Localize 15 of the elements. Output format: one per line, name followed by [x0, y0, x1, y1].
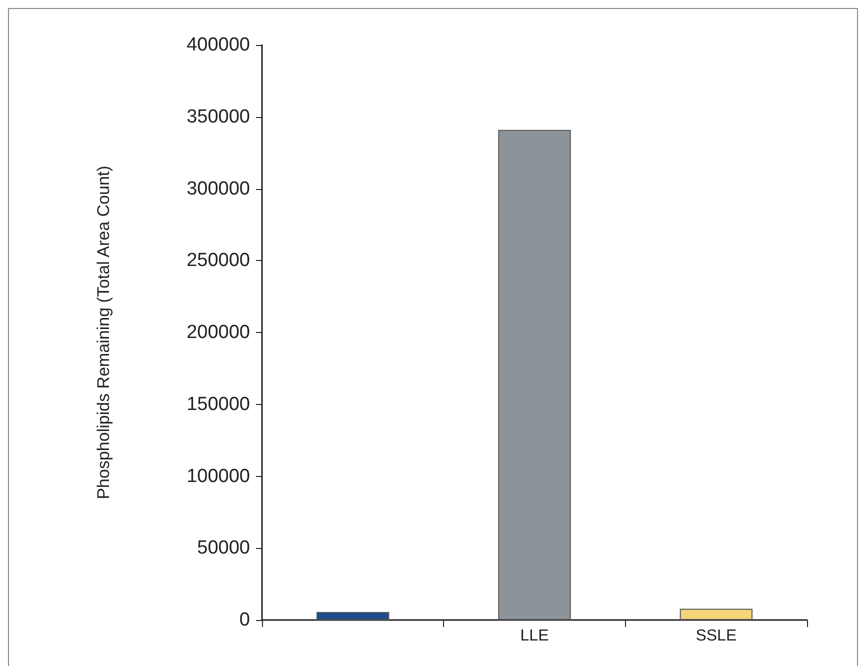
bar [680, 608, 752, 620]
y-tick-label: 350000 [186, 106, 250, 128]
y-tick-label: 300000 [186, 178, 250, 200]
y-tick-label: 150000 [186, 394, 250, 415]
y-tick-label: 100000 [186, 466, 250, 487]
x-tick-label: LLE [520, 628, 549, 644]
y-tick-label: 0 [239, 610, 250, 630]
bar [316, 612, 390, 620]
y-tick-label: 250000 [186, 250, 250, 272]
y-tick-label: 50000 [197, 538, 250, 559]
x-tick-label: SSLE [696, 628, 737, 644]
y-tick-label: 200000 [186, 322, 250, 343]
y-axis-title: Phospholipids Remaining (Total Area Count) [94, 166, 113, 500]
y-tick-label: 400000 [186, 34, 250, 56]
bar [498, 130, 571, 620]
